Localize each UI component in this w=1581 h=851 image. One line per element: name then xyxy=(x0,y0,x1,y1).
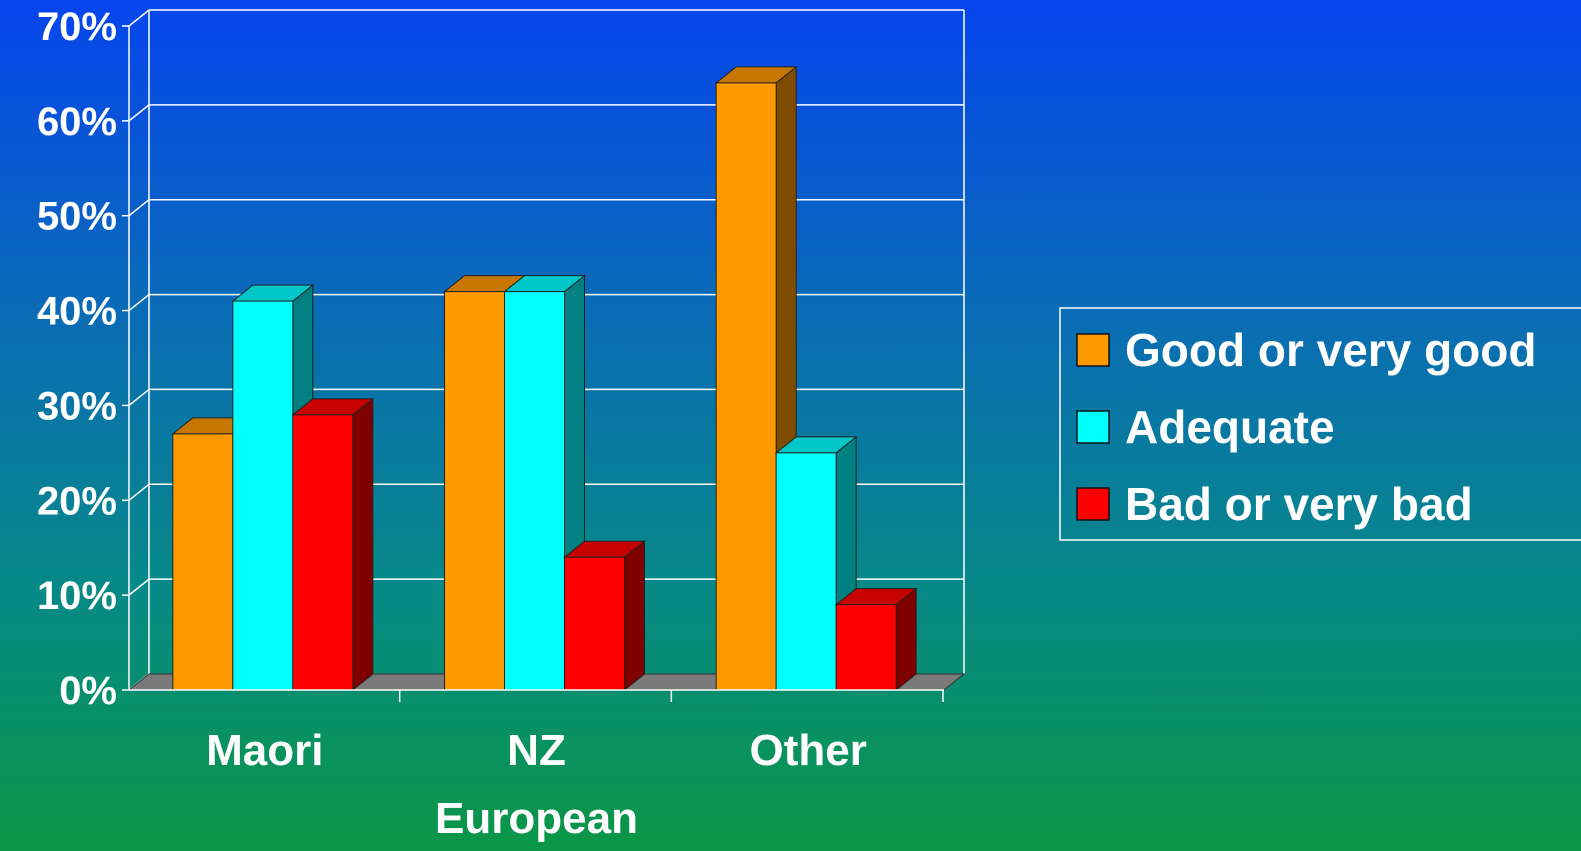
bar xyxy=(563,540,646,692)
legend: Good or very good Adequate Bad or very bad xyxy=(1059,307,1581,541)
legend-label: Good or very good xyxy=(1125,324,1536,376)
y-tick-label: 30% xyxy=(37,384,117,428)
y-tick-label: 50% xyxy=(37,195,117,239)
y-tick-labels: 0% 10% 20% 30% 40% 50% 60% 70% xyxy=(37,5,117,713)
axes xyxy=(122,25,944,702)
y-tick-label: 70% xyxy=(37,5,117,49)
category-label: Maori xyxy=(206,726,323,775)
y-tick-label: 40% xyxy=(37,290,117,334)
y-tick-label: 60% xyxy=(37,100,117,144)
category-label: NZ European xyxy=(435,726,638,843)
legend-swatch xyxy=(1076,410,1110,444)
legend-label: Bad or very bad xyxy=(1125,478,1473,530)
side-gridline xyxy=(128,199,150,217)
legend-swatch xyxy=(1076,487,1110,521)
bar xyxy=(291,397,375,692)
y-tick-label: 0% xyxy=(59,669,117,713)
y-tick-label: 20% xyxy=(37,479,117,523)
side-gridline xyxy=(128,104,150,122)
legend-label: Adequate xyxy=(1125,401,1335,453)
legend-box xyxy=(1059,307,1581,541)
legend-items: Good or very good Adequate Bad or very bad xyxy=(1076,324,1536,530)
side-gridline xyxy=(128,293,150,312)
bars xyxy=(171,65,918,692)
y-tick-label: 10% xyxy=(37,574,117,618)
side-gridline xyxy=(128,9,150,27)
bar xyxy=(834,587,918,692)
category-label: Other xyxy=(749,726,866,775)
legend-swatch xyxy=(1076,333,1110,367)
category-labels: Maori NZ European Other xyxy=(206,726,867,843)
side-gridline xyxy=(128,578,150,596)
side-gridline xyxy=(128,388,150,407)
bar xyxy=(503,274,586,692)
side-gridline xyxy=(128,483,150,501)
